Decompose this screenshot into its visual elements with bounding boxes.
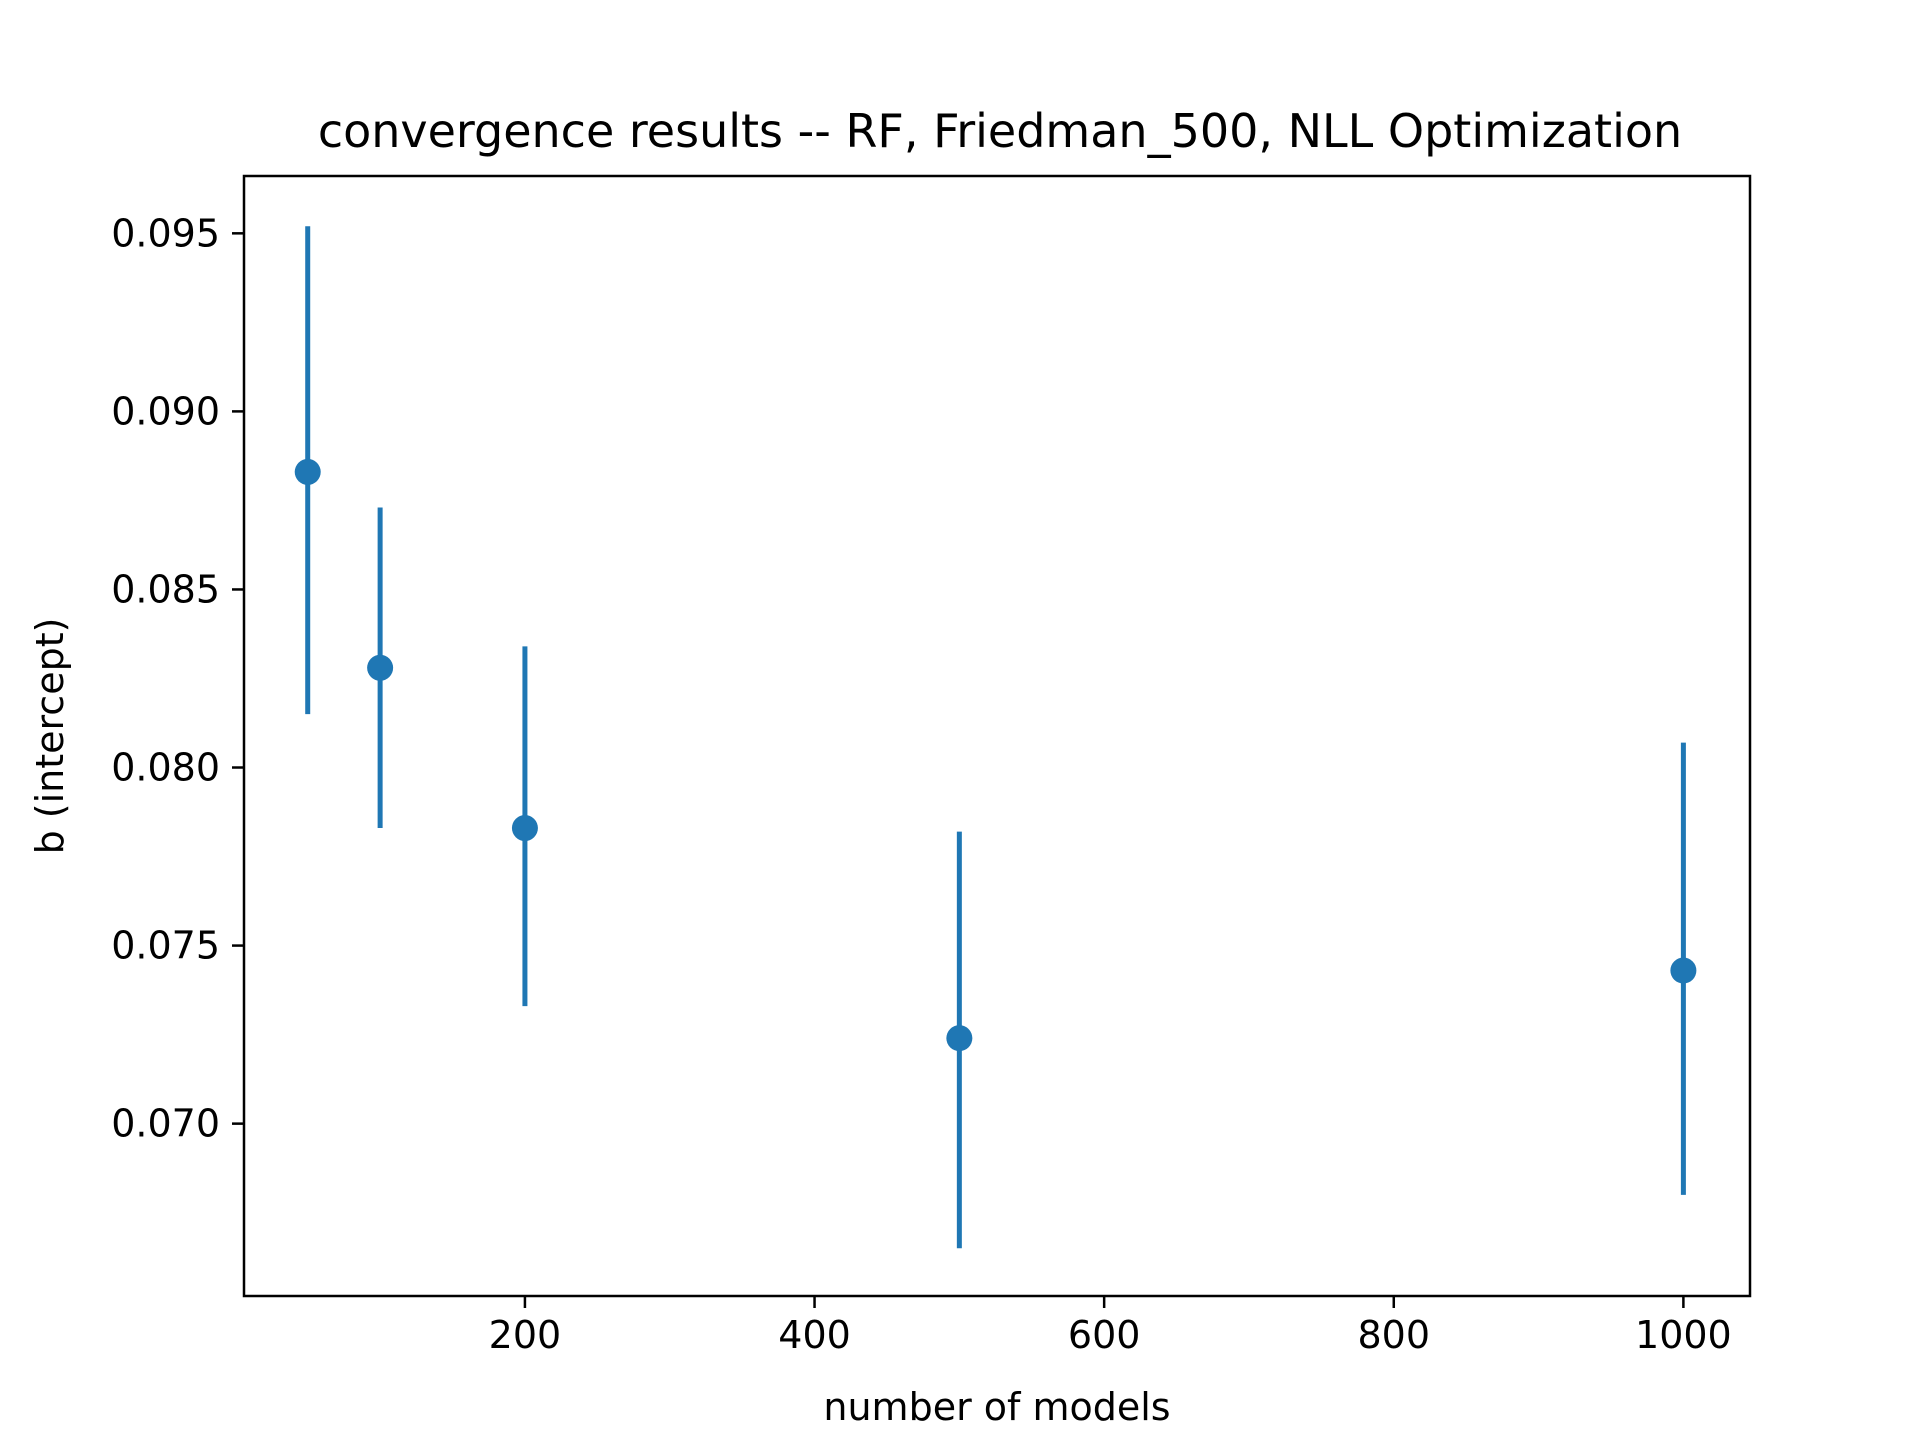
plot-background <box>244 176 1750 1296</box>
plot-area <box>244 176 1750 1296</box>
data-point <box>294 458 321 485</box>
chart-title: convergence results -- RF, Friedman_500,… <box>318 104 1682 158</box>
data-point <box>1670 957 1697 984</box>
y-tick-label: 0.090 <box>111 389 220 433</box>
x-axis-ticks: 200 400 600 800 1000 <box>489 1296 1732 1357</box>
x-tick-label: 1000 <box>1635 1313 1732 1357</box>
data-point <box>367 654 394 681</box>
data-point <box>946 1025 973 1052</box>
y-tick-label: 0.080 <box>111 746 220 790</box>
x-tick-label: 400 <box>778 1313 851 1357</box>
x-tick-label: 600 <box>1068 1313 1141 1357</box>
y-tick-label: 0.075 <box>111 924 220 968</box>
y-axis-ticks: 0.070 0.075 0.080 0.085 0.090 0.095 <box>111 211 244 1146</box>
y-tick-label: 0.095 <box>111 211 220 255</box>
x-tick-label: 800 <box>1358 1313 1431 1357</box>
data-point <box>511 815 538 842</box>
y-tick-label: 0.085 <box>111 567 220 611</box>
x-tick-label: 200 <box>489 1313 562 1357</box>
y-tick-label: 0.070 <box>111 1102 220 1146</box>
plot-frame <box>242 174 1752 1298</box>
data-markers <box>294 458 1697 1052</box>
y-axis-label: b (intercept) <box>28 618 72 855</box>
x-axis-label: number of models <box>823 1385 1170 1429</box>
